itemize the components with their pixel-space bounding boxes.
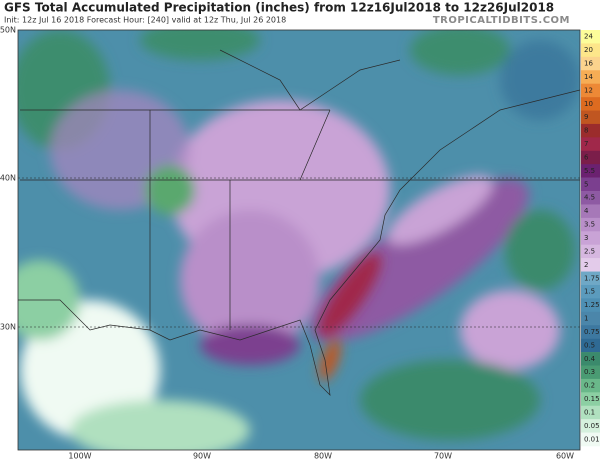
colorbar-label: 20 — [584, 46, 593, 54]
precip-area — [460, 290, 560, 370]
watermark: TROPICALTIDBITS.COM — [433, 15, 570, 26]
colorbar-label: 1.5 — [584, 288, 595, 296]
colorbar-swatch — [581, 217, 600, 232]
precip-area — [140, 30, 260, 60]
map-title: GFS Total Accumulated Precipitation (inc… — [4, 1, 554, 15]
colorbar-label: 4.5 — [584, 194, 595, 202]
colorbar-label: 4 — [584, 207, 589, 215]
precip-area — [410, 30, 510, 75]
colorbar-swatch — [581, 137, 600, 152]
colorbar-label: 6 — [584, 153, 589, 161]
colorbar-swatch — [581, 352, 600, 366]
colorbar-swatch — [581, 311, 600, 326]
colorbar-swatch — [581, 97, 600, 111]
colorbar-swatch — [581, 164, 600, 178]
colorbar-label: 5.5 — [584, 167, 595, 175]
colorbar-label: 14 — [584, 73, 593, 81]
colorbar-label: 0.4 — [584, 355, 596, 363]
colorbar-swatch — [581, 83, 600, 98]
colorbar-label: 0.75 — [584, 328, 600, 336]
colorbar-swatch — [581, 271, 600, 286]
map-labels: 50N 40N 30N 100W 90W 80W 70W 60W — [0, 26, 574, 461]
colorbar-label: 0.3 — [584, 368, 595, 376]
colorbar-label: 12 — [584, 86, 593, 94]
colorbar-swatch — [581, 419, 600, 433]
colorbar-swatch — [581, 258, 600, 272]
colorbar-swatch — [581, 325, 600, 339]
precip-area — [70, 400, 250, 450]
colorbar-label: 1 — [584, 315, 588, 323]
colorbar-label: 0.05 — [584, 422, 600, 430]
colorbar-swatch — [581, 123, 600, 138]
precip-area — [360, 360, 540, 440]
colorbar-label: 2 — [584, 261, 588, 269]
precip-area — [145, 165, 195, 215]
colorbar-label: 0.2 — [584, 382, 595, 390]
lon-label: 80W — [314, 452, 332, 461]
colorbar: 24 20 16 14 12 10 9 8 7 6 5.5 5 4.5 4 3.5 3 2.5 2 1.75 1.5 1… — [581, 30, 600, 447]
colorbar-label: 0.1 — [584, 408, 595, 416]
colorbar-swatch — [581, 43, 600, 58]
lon-label: 90W — [193, 452, 211, 461]
lon-label: 60W — [556, 452, 574, 461]
colorbar-label: 8 — [584, 127, 588, 135]
colorbar-swatch — [581, 177, 600, 192]
precip-field — [18, 30, 580, 450]
colorbar-swatch — [581, 110, 600, 125]
precip-max — [319, 339, 341, 381]
precip-area — [200, 325, 300, 365]
lat-label: 50N — [0, 26, 16, 35]
precip-area — [311, 178, 529, 342]
lat-label: 30N — [0, 323, 16, 332]
colorbar-swatch — [581, 338, 600, 353]
lat-label: 40N — [0, 174, 16, 183]
colorbar-swatch — [581, 365, 600, 380]
colorbar-swatch — [581, 378, 600, 393]
coastlines — [18, 49, 580, 396]
colorbar-swatch — [581, 405, 600, 420]
map-frame — [17, 29, 581, 451]
lon-label: 100W — [68, 452, 91, 461]
colorbar-swatch — [581, 392, 600, 407]
colorbar-label: 9 — [584, 113, 588, 121]
colorbar-label: 0.5 — [584, 341, 595, 349]
precip-area — [500, 40, 580, 120]
colorbar-swatch — [581, 284, 600, 299]
map-info: Init: 12z Jul 16 2018 Forecast Hour: [24… — [4, 16, 286, 25]
precip-area — [505, 210, 575, 290]
lon-label: 70W — [434, 452, 452, 461]
colorbar-label: 1.75 — [584, 274, 600, 282]
colorbar-label: 10 — [584, 100, 593, 108]
colorbar-swatch — [581, 298, 600, 313]
colorbar-label: 3 — [584, 234, 588, 242]
colorbar-label: 3.5 — [584, 221, 595, 229]
colorbar-label: 24 — [584, 33, 593, 41]
precip-area — [180, 210, 320, 350]
colorbar-swatch — [581, 231, 600, 246]
colorbar-label: 0.15 — [584, 395, 600, 403]
colorbar-swatch — [581, 150, 600, 165]
colorbar-swatch — [581, 70, 600, 84]
colorbar-label: 5 — [584, 180, 588, 188]
colorbar-label: 1.25 — [584, 301, 600, 309]
colorbar-swatch — [581, 30, 600, 44]
precip-area — [387, 175, 493, 245]
colorbar-swatch — [581, 432, 600, 447]
colorbar-label: 0.01 — [584, 435, 600, 443]
colorbar-swatch — [581, 244, 600, 259]
colorbar-swatch — [581, 191, 600, 205]
colorbar-label: 2.5 — [584, 247, 595, 255]
colorbar-label: 16 — [584, 60, 593, 68]
colorbar-swatch — [581, 56, 600, 71]
colorbar-label: 7 — [584, 140, 588, 148]
colorbar-swatch — [581, 204, 600, 219]
precip-max — [319, 253, 381, 337]
graticule — [18, 177, 580, 328]
